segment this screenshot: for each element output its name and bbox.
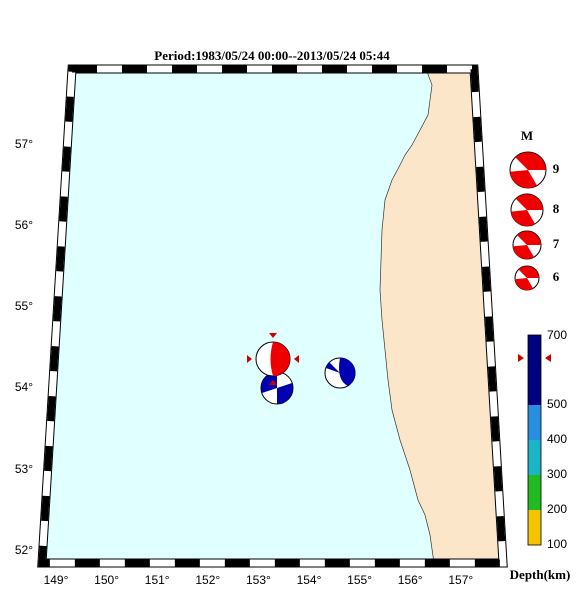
lon-label: 153° xyxy=(246,573,271,587)
legend-ball-fill xyxy=(513,231,541,260)
lon-label: 152° xyxy=(195,573,220,587)
frame xyxy=(37,64,508,568)
lon-label: 149° xyxy=(44,573,69,587)
depth-colorbar xyxy=(518,334,551,546)
legend-label: 8 xyxy=(553,201,560,216)
depth-label: 100 xyxy=(547,537,567,551)
legend-ball-fill xyxy=(515,266,539,291)
title: Period:1983/05/24 00:00--2013/05/24 05:4… xyxy=(154,48,390,63)
depth-label: 500 xyxy=(547,397,567,411)
depth-title: Depth(km) xyxy=(510,567,571,582)
legend-label: 6 xyxy=(553,269,560,284)
legend-ball-fill xyxy=(510,152,546,189)
depth-label: 200 xyxy=(547,502,567,516)
lat-label: 54° xyxy=(15,380,33,394)
legend-ball-fill xyxy=(511,194,543,227)
land xyxy=(379,68,504,564)
lat-label: 55° xyxy=(15,299,33,313)
lon-label: 156° xyxy=(398,573,423,587)
lon-label: 155° xyxy=(347,573,372,587)
legend-label: 7 xyxy=(553,236,560,251)
depth-label: 400 xyxy=(547,432,567,446)
magnitude-legend: 9 8 7 6 xyxy=(509,151,560,291)
depth-label: 300 xyxy=(547,467,567,481)
lat-label: 53° xyxy=(15,462,33,476)
lon-label: 150° xyxy=(94,573,119,587)
lat-label: 56° xyxy=(15,218,33,232)
lat-label: 57° xyxy=(15,137,33,151)
legend-title: M xyxy=(521,128,533,143)
lat-label: 52° xyxy=(15,543,33,557)
lon-label: 151° xyxy=(145,573,170,587)
legend-label: 9 xyxy=(553,161,560,176)
depth-label: 700 xyxy=(547,328,567,342)
lon-label: 157° xyxy=(448,573,473,587)
lon-label: 154° xyxy=(297,573,322,587)
focal-mechanisms xyxy=(247,333,356,405)
